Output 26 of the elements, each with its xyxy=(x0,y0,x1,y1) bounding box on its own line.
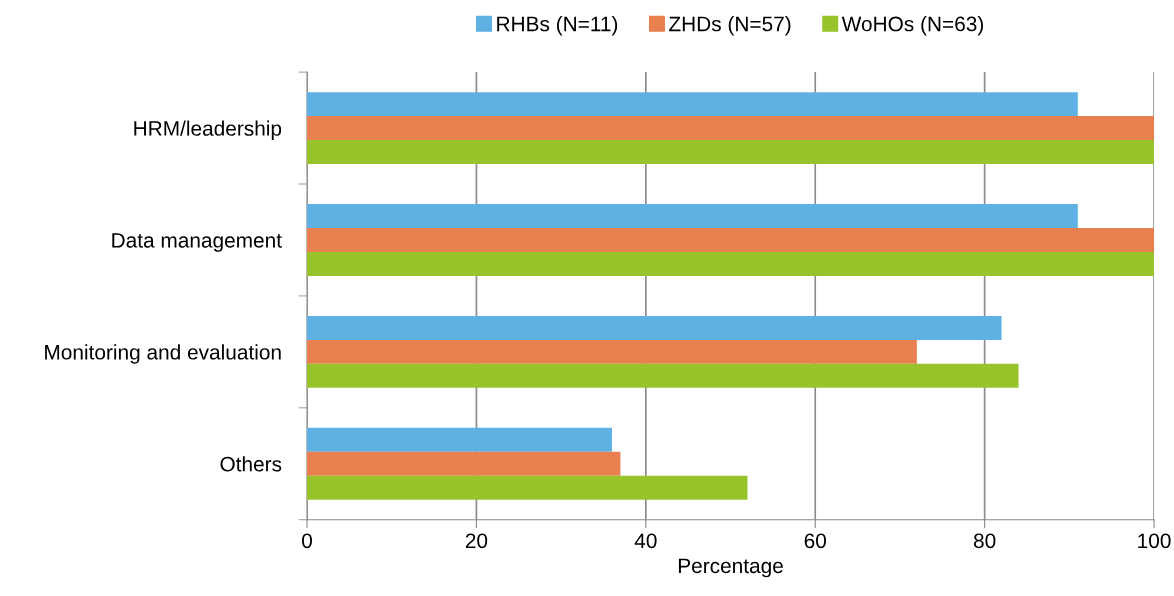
bar xyxy=(307,92,1078,117)
x-tick-label: 20 xyxy=(465,533,488,549)
x-axis-title: Percentage xyxy=(678,558,783,578)
legend-label: ZHDs (N=57) xyxy=(669,16,791,36)
x-tick-label: 0 xyxy=(302,533,312,549)
y-tick-label: Others xyxy=(220,456,282,472)
bar xyxy=(307,363,1019,388)
bar xyxy=(307,204,1078,228)
bar xyxy=(307,227,1155,252)
x-tick-label: 100 xyxy=(1138,533,1171,549)
legend-label: WoHOs (N=63) xyxy=(841,16,983,36)
bar xyxy=(307,451,621,476)
bar xyxy=(307,251,1155,276)
bar xyxy=(307,339,917,364)
x-tick-label: 60 xyxy=(804,533,826,549)
y-tick-label: HRM/leadership xyxy=(134,120,282,140)
bar xyxy=(307,315,1002,340)
x-tick-label: 40 xyxy=(634,533,657,549)
bar xyxy=(307,140,1155,164)
legend-label: RHBs (N=11) xyxy=(497,16,618,36)
bar xyxy=(307,427,612,452)
x-tick-label: 80 xyxy=(973,533,996,549)
bar xyxy=(307,116,1155,141)
y-tick-label: Data management xyxy=(112,233,282,252)
bar xyxy=(307,475,748,500)
y-tick-label: Monitoring and evaluation xyxy=(45,344,281,364)
